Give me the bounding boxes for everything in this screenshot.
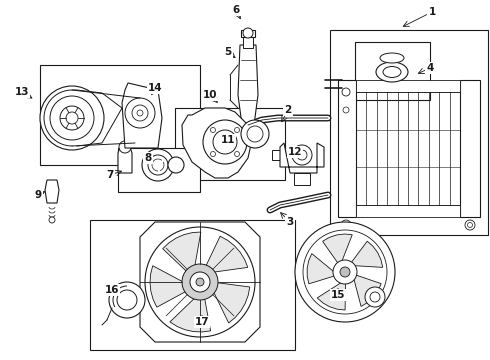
Circle shape [341, 220, 351, 230]
Circle shape [125, 98, 155, 128]
Bar [90, 220, 295, 350]
Circle shape [342, 88, 350, 96]
Text: 8: 8 [145, 153, 151, 163]
Circle shape [333, 260, 357, 284]
Text: 15: 15 [331, 290, 345, 300]
Circle shape [365, 287, 385, 307]
Circle shape [292, 145, 312, 165]
Bar [338, 80, 356, 217]
Circle shape [196, 278, 204, 286]
Polygon shape [238, 45, 258, 125]
Polygon shape [118, 147, 132, 173]
Text: 16: 16 [105, 285, 119, 295]
Text: 17: 17 [195, 317, 209, 327]
Text: 14: 14 [147, 83, 162, 93]
Text: 9: 9 [34, 190, 42, 200]
Text: 6: 6 [232, 5, 240, 15]
Bar [272, 150, 280, 160]
Polygon shape [182, 108, 252, 178]
Circle shape [60, 106, 84, 130]
Bar [175, 108, 285, 180]
Polygon shape [353, 275, 381, 306]
Circle shape [49, 217, 55, 223]
Circle shape [168, 157, 184, 173]
Circle shape [211, 127, 216, 132]
Bar [355, 42, 430, 100]
Ellipse shape [383, 67, 401, 77]
Circle shape [142, 149, 174, 181]
Text: 10: 10 [203, 90, 217, 100]
Polygon shape [322, 234, 352, 264]
Text: 7: 7 [106, 170, 114, 180]
Circle shape [370, 292, 380, 302]
Polygon shape [170, 293, 211, 332]
Bar [356, 205, 460, 217]
Circle shape [211, 152, 216, 157]
Circle shape [40, 86, 104, 150]
Circle shape [295, 222, 395, 322]
Circle shape [145, 227, 255, 337]
Circle shape [465, 220, 475, 230]
Text: 4: 4 [426, 63, 434, 73]
Circle shape [137, 110, 143, 116]
Circle shape [340, 267, 350, 277]
Circle shape [119, 141, 131, 153]
Text: 5: 5 [224, 47, 232, 57]
Polygon shape [243, 35, 253, 48]
Circle shape [303, 230, 387, 314]
Polygon shape [317, 282, 345, 310]
Bar [330, 30, 488, 235]
Circle shape [132, 105, 148, 121]
Circle shape [190, 272, 210, 292]
Text: 11: 11 [221, 135, 235, 145]
Bar [460, 80, 480, 217]
Polygon shape [280, 143, 324, 173]
Text: 1: 1 [428, 7, 436, 17]
Polygon shape [140, 222, 260, 342]
Circle shape [213, 130, 237, 154]
Polygon shape [307, 253, 336, 284]
Polygon shape [150, 266, 190, 307]
Circle shape [148, 155, 168, 175]
Circle shape [243, 28, 253, 38]
Circle shape [247, 126, 263, 142]
Circle shape [66, 112, 78, 124]
Polygon shape [350, 241, 383, 267]
Bar [40, 65, 200, 165]
Circle shape [343, 107, 349, 113]
Circle shape [241, 120, 269, 148]
Circle shape [50, 96, 94, 140]
Polygon shape [122, 83, 162, 148]
Bar [118, 148, 200, 192]
Circle shape [235, 127, 240, 132]
Bar [294, 173, 310, 185]
Polygon shape [45, 180, 59, 203]
Polygon shape [163, 232, 201, 275]
Polygon shape [211, 282, 250, 323]
Bar [356, 80, 460, 92]
Polygon shape [204, 236, 248, 273]
Circle shape [235, 152, 240, 157]
Circle shape [109, 282, 145, 318]
Ellipse shape [380, 53, 404, 63]
Circle shape [297, 150, 307, 160]
Ellipse shape [376, 62, 408, 82]
Circle shape [467, 222, 472, 228]
Polygon shape [241, 30, 255, 37]
Circle shape [182, 264, 218, 300]
Circle shape [117, 290, 137, 310]
Circle shape [203, 120, 247, 164]
Text: 3: 3 [286, 217, 294, 227]
Text: 2: 2 [284, 105, 292, 115]
Text: 13: 13 [15, 87, 29, 97]
Text: 12: 12 [288, 147, 302, 157]
